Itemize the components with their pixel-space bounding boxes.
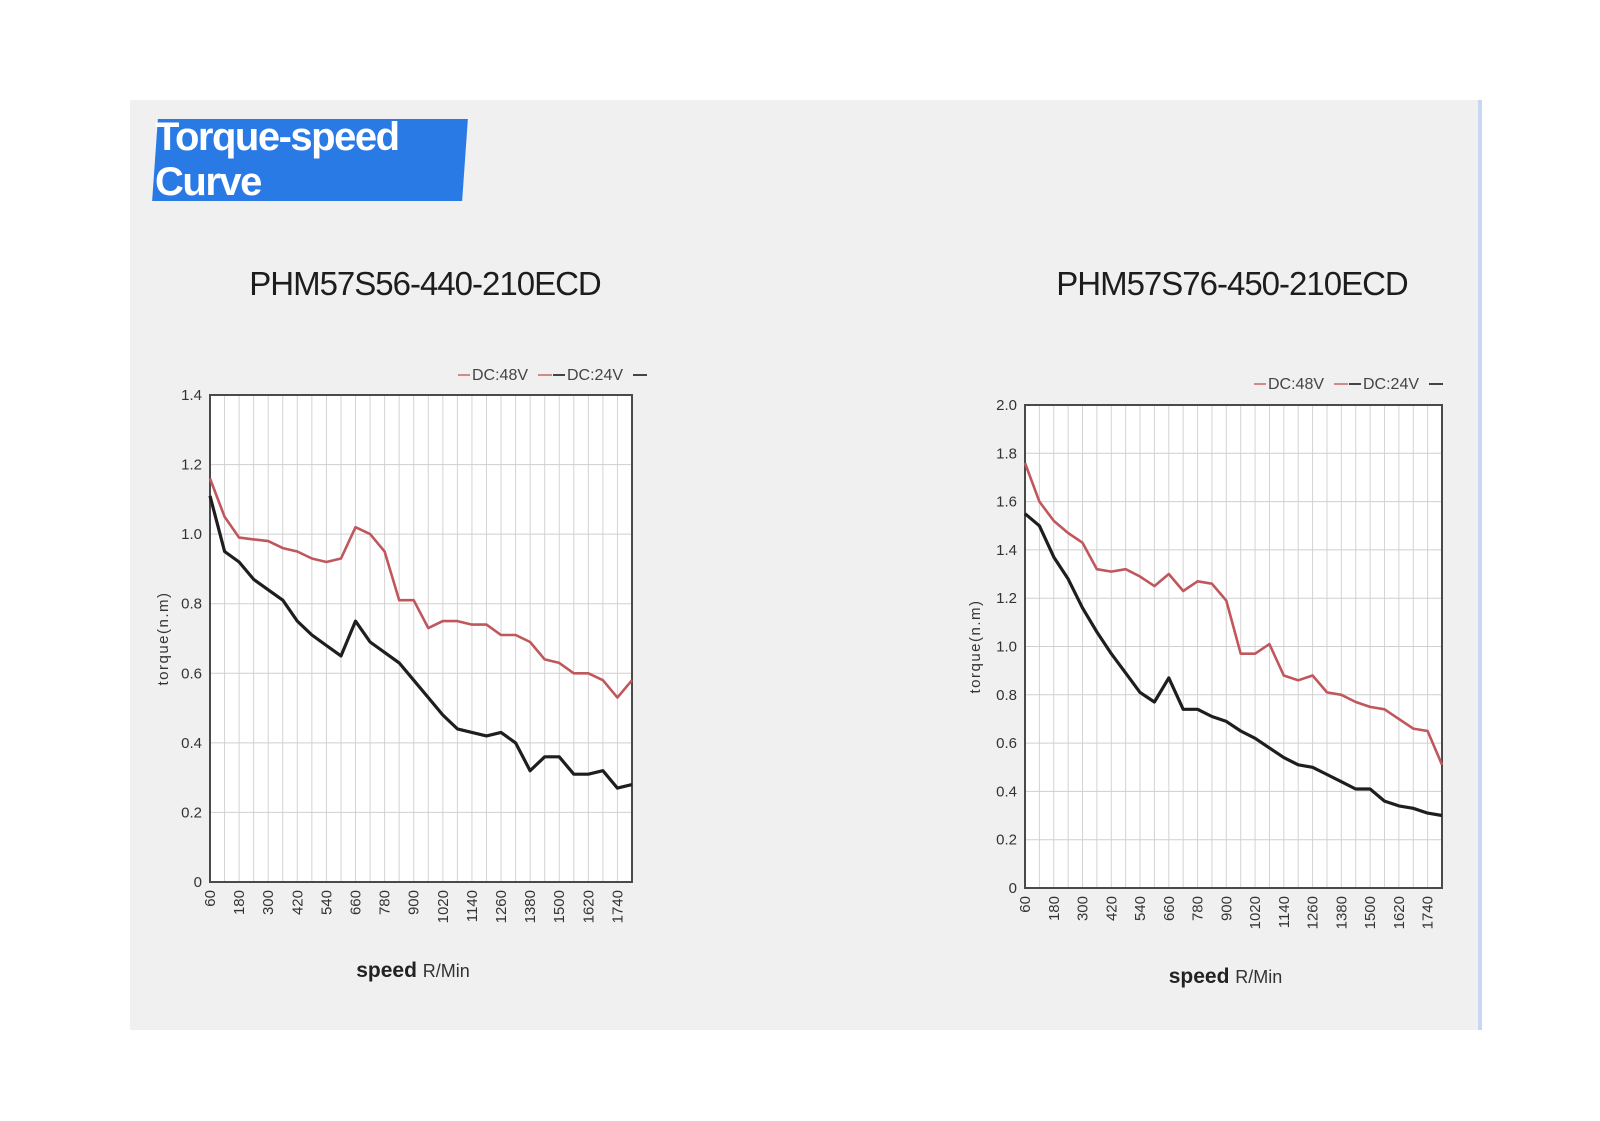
x-tick-label: 1140: [464, 890, 481, 922]
plot-area: [210, 395, 632, 882]
x-tick-label: 1740: [609, 890, 626, 923]
y-tick-label: 1.6: [996, 494, 1017, 511]
x-tick-label: 1140: [1276, 896, 1293, 928]
y-tick-label: 2.0: [996, 397, 1017, 414]
x-tick-label: 180: [1046, 896, 1063, 921]
x-tick-label: 60: [1017, 896, 1034, 913]
y-tick-label: 1.8: [996, 445, 1017, 462]
y-tick-label: 0.8: [996, 687, 1017, 704]
x-tick-label: 1380: [1333, 896, 1350, 929]
y-tick-label: 0: [1009, 880, 1017, 897]
x-tick-label: 1740: [1420, 896, 1437, 929]
legend-label: DC:48V: [472, 367, 528, 384]
series-line-dc24v: [1023, 512, 1443, 818]
series-line-dc48v: [208, 478, 633, 699]
x-tick-label: 660: [348, 890, 365, 915]
x-tick-label: 60: [202, 890, 219, 907]
x-tick-label: 1020: [435, 890, 452, 923]
x-axis-label-main: speed: [1169, 965, 1236, 988]
x-tick-label: 660: [1161, 896, 1178, 921]
y-tick-label: 0.8: [181, 596, 202, 613]
x-tick-label: 1620: [1391, 896, 1408, 929]
x-axis-label-main: speed: [356, 959, 423, 982]
x-tick-label: 1020: [1247, 896, 1264, 929]
y-tick-label: 1.2: [181, 457, 202, 474]
series-line-dc24v: [208, 495, 633, 790]
x-tick-label: 780: [1190, 896, 1207, 921]
x-tick-label: 420: [1103, 896, 1120, 921]
y-tick-label: 0.6: [996, 735, 1017, 752]
series-line-dc48v: [1023, 462, 1444, 766]
y-tick-label: 1.2: [996, 590, 1017, 607]
x-tick-label: 300: [260, 890, 277, 915]
x-tick-label: 540: [1132, 896, 1149, 921]
y-tick-label: 0.4: [996, 783, 1017, 800]
x-tick-label: 780: [377, 890, 394, 915]
y-tick-label: 1.4: [996, 542, 1017, 559]
plot-frame: [1024, 404, 1443, 889]
legend-label: DC:48V: [1268, 376, 1324, 393]
x-tick-label: 1500: [1362, 896, 1379, 929]
y-tick-label: 1.0: [996, 639, 1017, 656]
y-tick-label: 1.4: [181, 387, 202, 404]
x-axis-label: speed R/Min: [1169, 965, 1283, 988]
x-tick-label: 900: [406, 890, 423, 915]
y-tick-label: 1.0: [181, 526, 202, 543]
x-axis-label-unit: R/Min: [1235, 967, 1282, 987]
y-axis-label: torque(n.m): [967, 599, 984, 693]
y-tick-label: 0.4: [181, 735, 202, 752]
x-axis-label: speed R/Min: [356, 959, 470, 982]
legend-label: DC:24V: [567, 367, 623, 384]
plot-frame: [209, 394, 633, 883]
chart-title: PHM57S76-450-210ECD: [1056, 265, 1408, 302]
y-tick-label: 0.6: [181, 665, 202, 682]
y-axis-label: torque(n.m): [155, 591, 172, 685]
x-tick-label: 1260: [493, 890, 510, 923]
x-axis-label-unit: R/Min: [423, 961, 470, 981]
y-tick-label: 0.2: [181, 804, 202, 821]
chart-title: PHM57S56-440-210ECD: [249, 265, 601, 302]
y-tick-label: 0: [194, 874, 202, 891]
chart-1: PHM57S56-440-210ECD 0 0.2 0.4 0.6 0.8 1.0 1.2 1.…: [155, 265, 647, 982]
x-tick-label: 420: [289, 890, 306, 915]
y-tick-label: 0.2: [996, 832, 1017, 849]
legend-label: DC:24V: [1363, 376, 1419, 393]
x-tick-label: 1620: [580, 890, 597, 923]
x-tick-label: 180: [231, 890, 248, 915]
x-tick-label: 1260: [1305, 896, 1322, 929]
x-tick-label: 1380: [522, 890, 539, 923]
x-tick-label: 900: [1218, 896, 1235, 921]
x-tick-label: 540: [318, 890, 335, 915]
x-tick-label: 300: [1075, 896, 1092, 921]
chart-2: PHM57S76-450-210ECD 0 0.2 0.4 0.6 0.8 1.0 1.2 1.…: [967, 265, 1444, 988]
x-tick-label: 1500: [551, 890, 568, 923]
